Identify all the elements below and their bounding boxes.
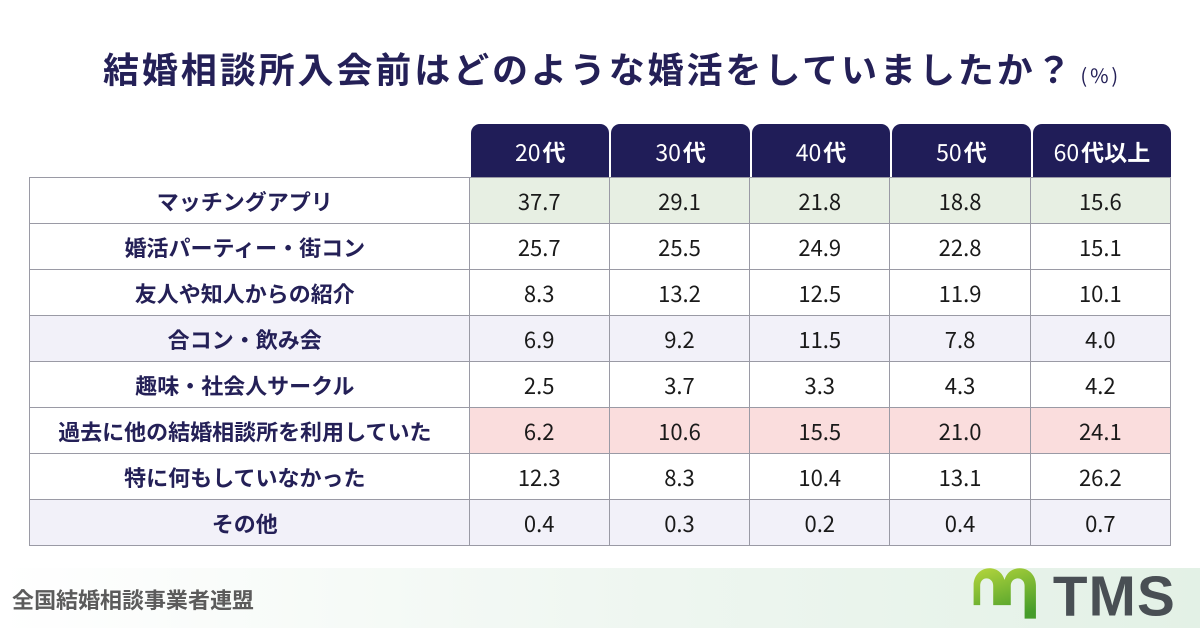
- svg-text:TMS: TMS: [1053, 565, 1176, 628]
